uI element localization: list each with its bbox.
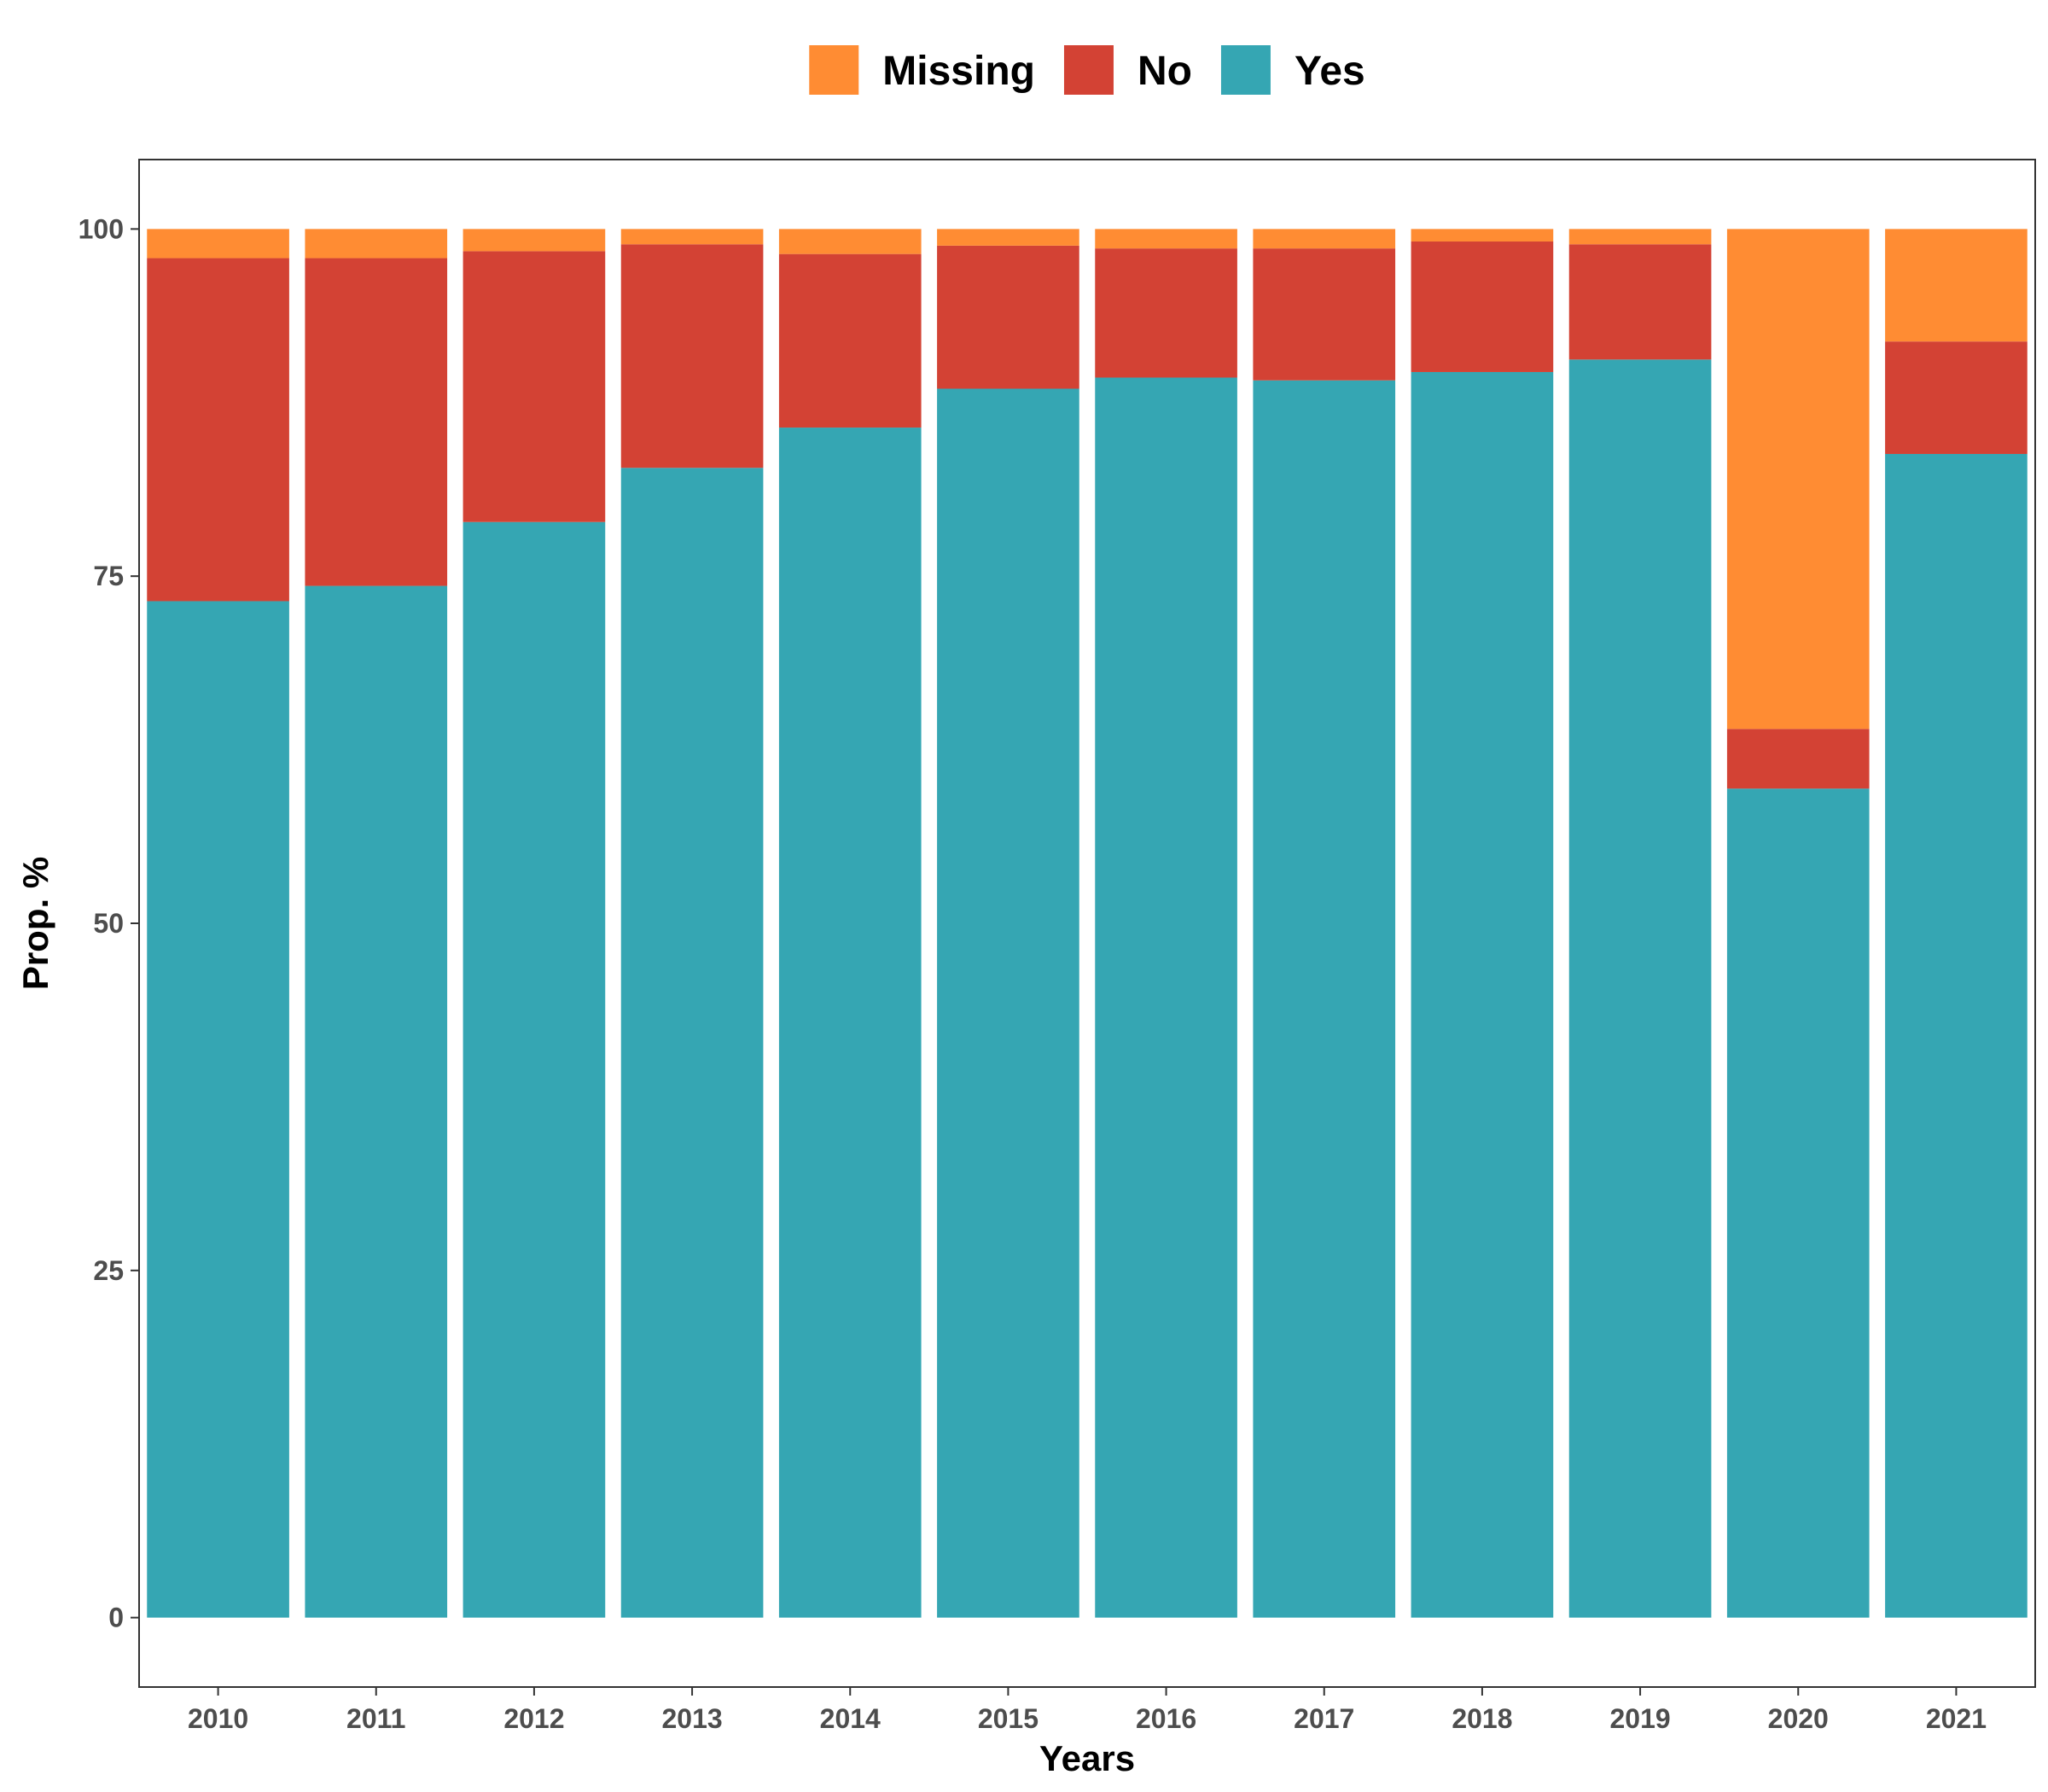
bar-2019-missing [1568,229,1712,245]
bar-2017-yes [1253,380,1396,1618]
bar-2013-yes [620,468,764,1618]
x-tick-label-2010: 2010 [188,1703,248,1734]
bar-2012-no [463,251,606,522]
bar-2015-no [937,245,1079,389]
x-tick-label-2018: 2018 [1452,1703,1512,1734]
y-tick-label-0: 0 [108,1603,124,1633]
bar-2018-no [1411,241,1554,372]
bar-2010-no [147,258,289,602]
bar-2020-missing [1726,229,1870,730]
bar-2014-no [778,253,922,428]
bar-2020-no [1726,729,1870,789]
bar-2020-yes [1726,788,1870,1618]
legend: Missing No Yes [809,45,1365,95]
bar-2011-missing [305,229,448,259]
bar-2016-no [1095,248,1237,378]
x-tick-label-2016: 2016 [1136,1703,1196,1734]
bar-2014-missing [778,229,922,254]
y-tick-label-75: 75 [93,561,124,591]
legend-label-no: No [1137,49,1192,94]
bar-2015-yes [937,388,1079,1618]
bars [147,229,2028,1618]
x-tick-label-2019: 2019 [1609,1703,1670,1734]
bar-2018-missing [1411,229,1554,242]
bar-2021-missing [1885,229,2028,342]
x-tick-label-2011: 2011 [346,1703,405,1734]
y-tick-label-25: 25 [93,1255,124,1286]
bar-2015-missing [937,229,1079,246]
bar-2017-missing [1253,229,1396,249]
x-axis-title: Years [1039,1738,1135,1778]
x-tick-label-2017: 2017 [1294,1703,1354,1734]
bar-2010-missing [147,229,289,259]
bar-2011-no [305,258,448,586]
bar-2016-missing [1095,229,1237,249]
bar-2018-yes [1411,371,1554,1618]
legend-key-yes [1220,45,1271,95]
x-tick-label-2013: 2013 [661,1703,722,1734]
legend-key-no [1063,45,1114,95]
legend-label-missing: Missing [882,49,1035,94]
x-tick-label-2012: 2012 [503,1703,564,1734]
bar-2019-no [1568,244,1712,360]
y-axis-title: Prop. % [15,857,55,990]
legend-key-missing [809,45,859,95]
x-tick-label-2021: 2021 [1926,1703,1987,1734]
bar-2011-yes [305,585,448,1618]
bar-2019-yes [1568,359,1712,1618]
bar-2016-yes [1095,377,1237,1618]
bar-2012-missing [463,229,606,252]
x-axis: 2010 2011 2012 2013 2014 2015 2016 2017 2018 2019… [188,1687,1987,1734]
bar-2013-missing [620,229,764,245]
bar-2017-no [1253,248,1396,381]
bar-2021-yes [1885,453,2028,1618]
bar-2012-yes [463,521,606,1618]
x-tick-label-2020: 2020 [1768,1703,1829,1734]
bar-2010-yes [147,601,289,1618]
x-tick-label-2014: 2014 [820,1703,881,1734]
legend-label-yes: Yes [1295,49,1365,94]
bar-2014-yes [778,428,922,1618]
x-tick-label-2015: 2015 [978,1703,1039,1734]
y-tick-label-100: 100 [79,213,124,244]
bar-2021-no [1885,341,2028,454]
bar-2013-no [620,244,764,468]
y-axis: 0 25 50 75 100 [79,213,139,1633]
y-tick-label-50: 50 [93,908,124,939]
